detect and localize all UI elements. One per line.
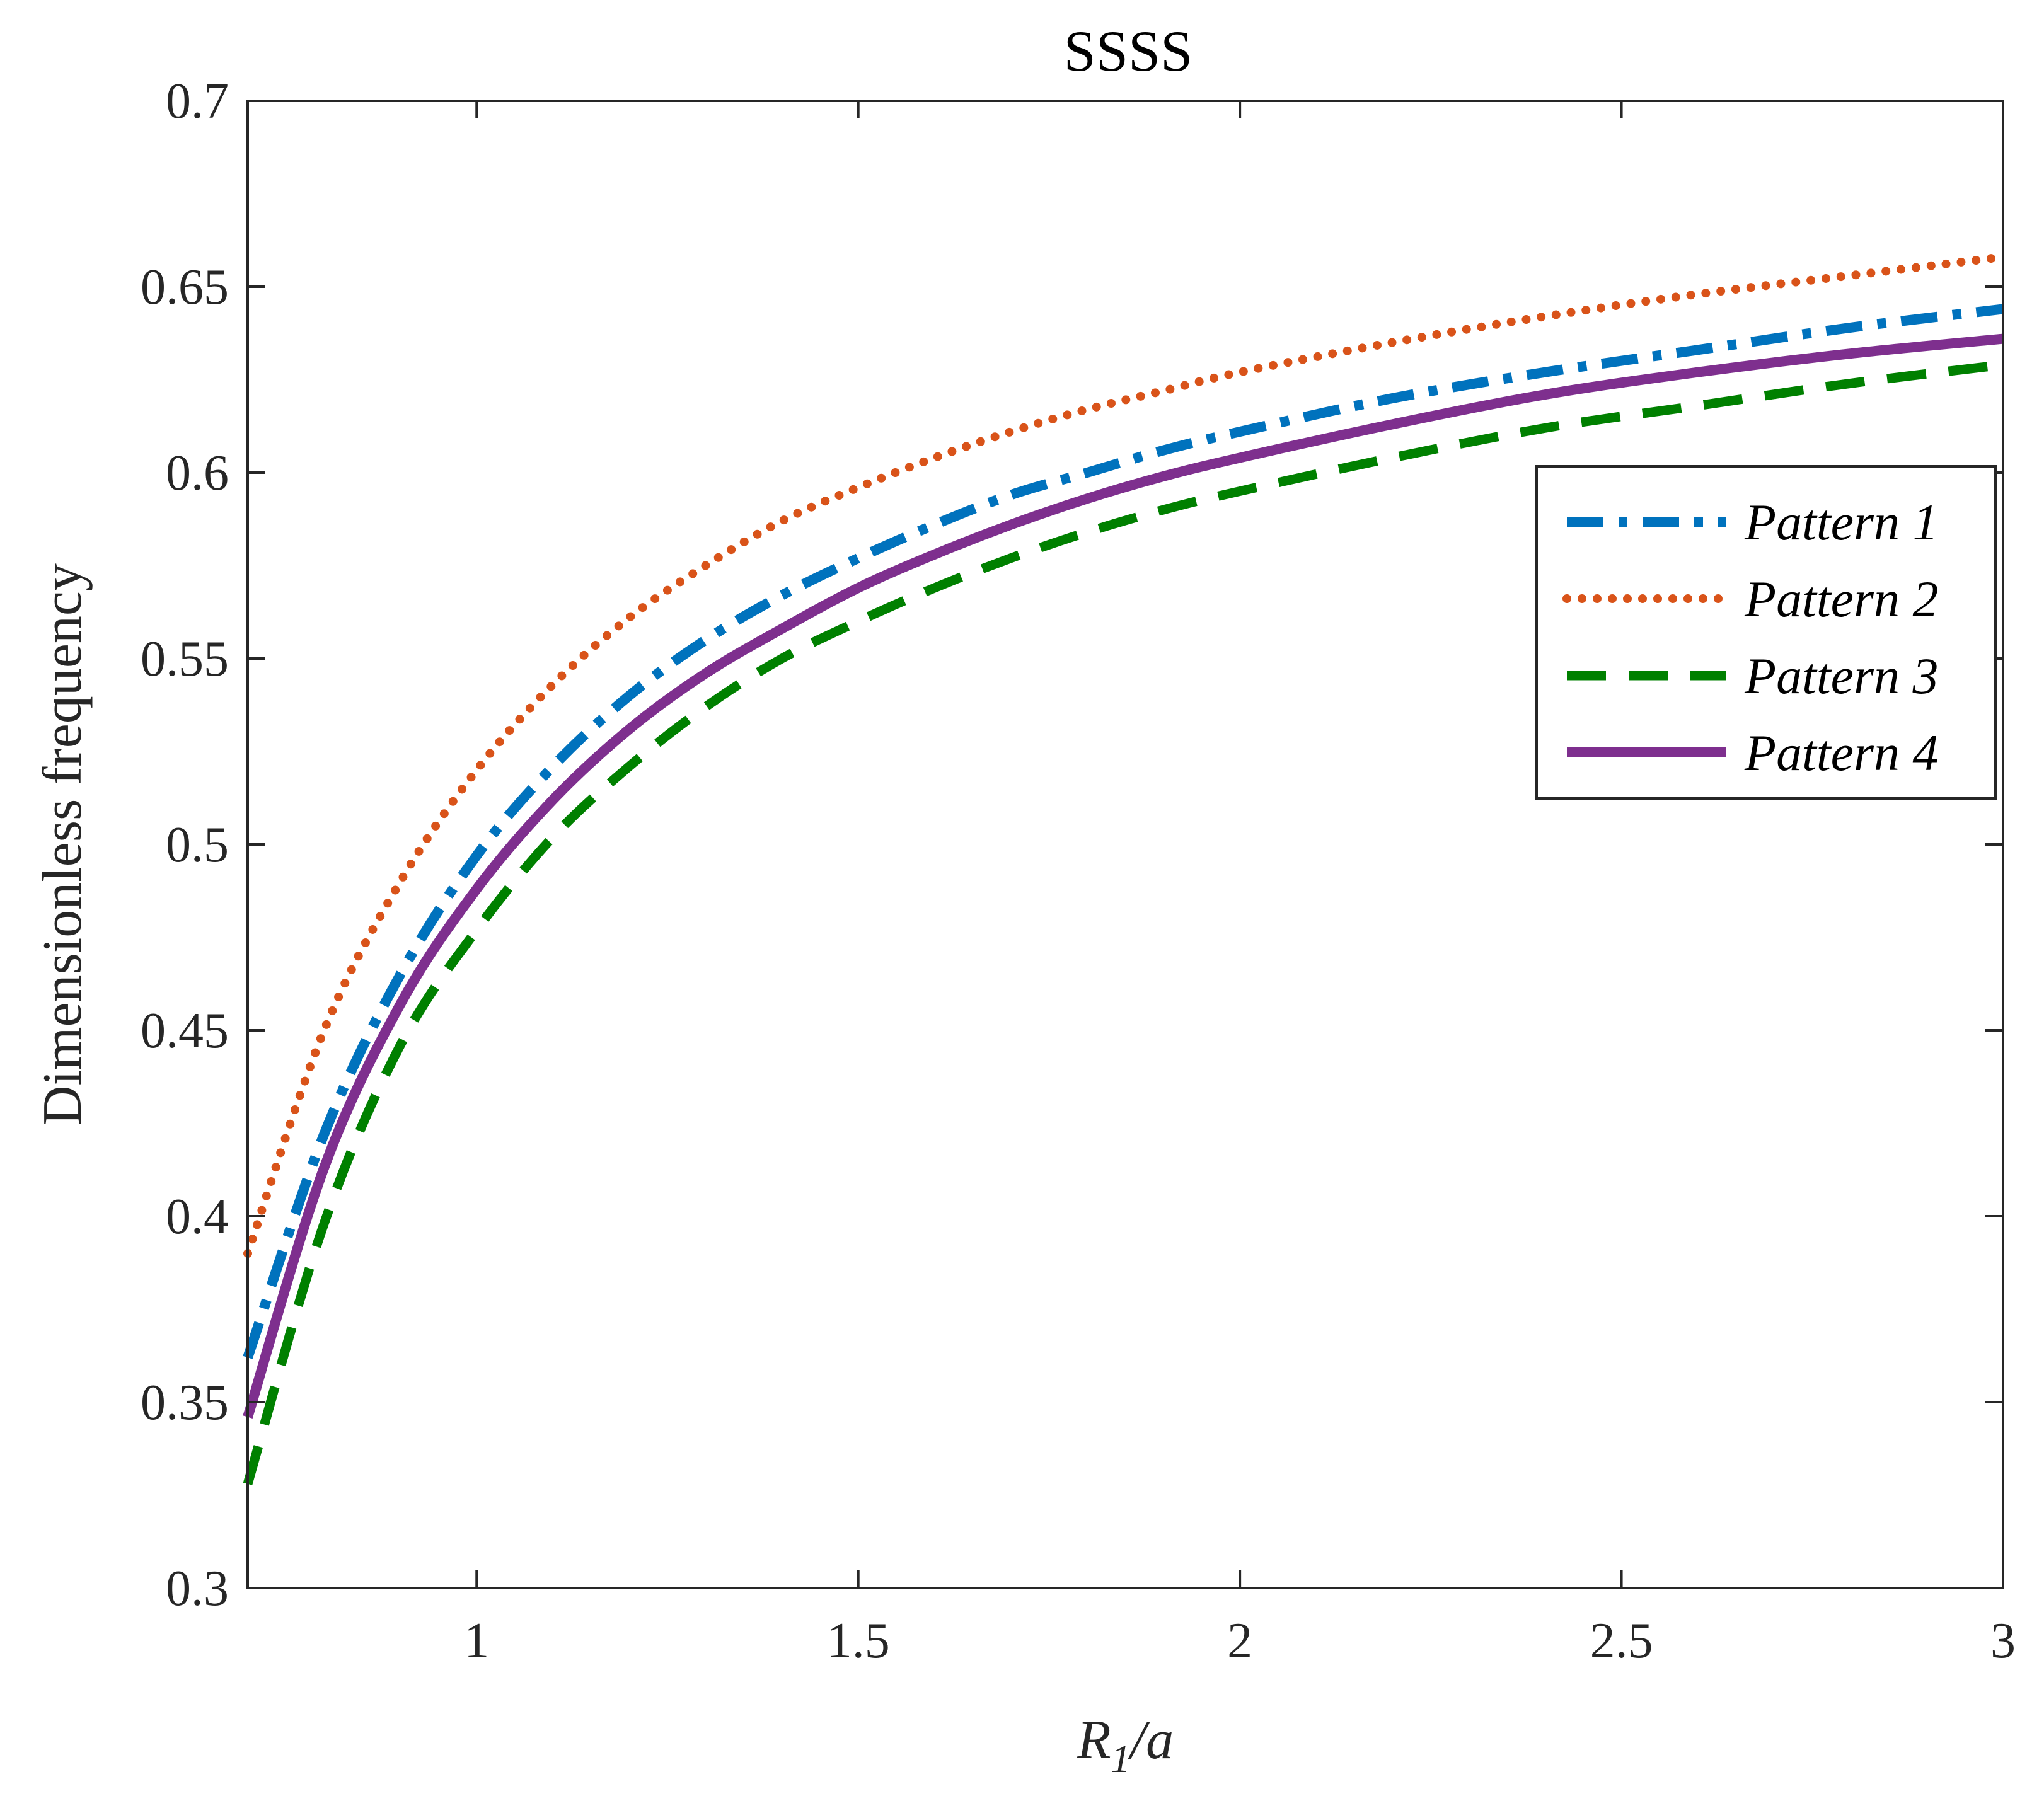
legend-label-pattern-1: Pattern 1 <box>1744 493 1938 551</box>
ticks-layer: 1 1.5 2 2.5 3 0.3 0.35 0.4 0.45 0.5 0.55 0.6 0.65 0.7 <box>141 74 2016 1669</box>
y-tick-label: 0.4 <box>166 1189 229 1245</box>
x-axis-label: R1/a <box>1077 1710 1174 1781</box>
x-axis-label-suffix: /a <box>1128 1710 1174 1771</box>
x-tick-label: 2.5 <box>1590 1613 1653 1669</box>
x-tick-label: 2 <box>1227 1613 1252 1669</box>
y-axis-label: Dimensionless frequency <box>32 563 93 1125</box>
y-tick-label: 0.35 <box>141 1375 229 1430</box>
x-axis-label-subscript: 1 <box>1111 1738 1131 1781</box>
x-tick-label: 1.5 <box>827 1613 890 1669</box>
y-tick-label: 0.6 <box>166 446 229 501</box>
y-tick-label: 0.5 <box>166 817 229 873</box>
x-axis-label-main: R <box>1077 1710 1111 1771</box>
legend-label-pattern-2: Pattern 2 <box>1744 570 1938 628</box>
series-line-pattern-4 <box>243 333 2004 1419</box>
y-tick-label: 0.65 <box>141 260 229 315</box>
legend-box <box>1535 465 1997 800</box>
series-layer <box>243 252 2007 1485</box>
y-tick-label: 0.3 <box>166 1561 229 1616</box>
series-line-pattern-3 <box>243 360 2004 1485</box>
x-tick-label: 3 <box>1990 1613 2016 1669</box>
chart-title: SSSS <box>1064 19 1193 83</box>
legend-label-pattern-4: Pattern 4 <box>1744 724 1938 781</box>
y-tick-label: 0.55 <box>141 631 229 687</box>
series-line-pattern-1 <box>243 304 2004 1359</box>
legend: Pattern 1 Pattern 2 Pattern 3 Pattern 4 <box>1535 465 1997 800</box>
x-tick-label: 1 <box>464 1613 489 1669</box>
legend-label-pattern-3: Pattern 3 <box>1744 647 1938 705</box>
y-tick-label: 0.7 <box>166 74 229 129</box>
y-tick-label: 0.45 <box>141 1003 229 1059</box>
series-line-pattern-2 <box>243 252 2007 1258</box>
